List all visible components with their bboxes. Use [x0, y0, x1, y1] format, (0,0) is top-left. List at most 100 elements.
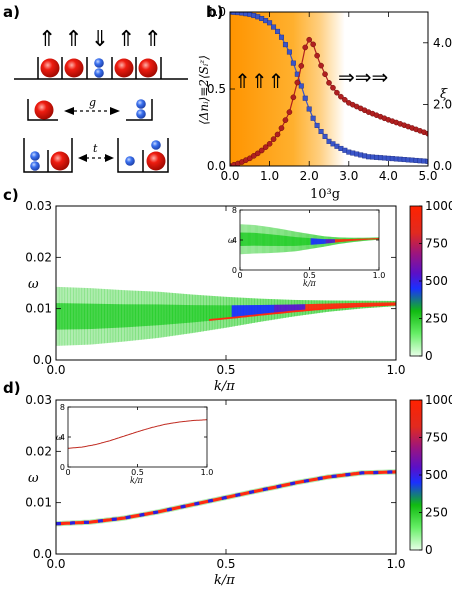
- spectral-core: [367, 302, 372, 306]
- colorbar-d: 0 250 500 750 1000: [409, 393, 452, 557]
- spectral-core: [109, 304, 114, 329]
- spectral-core: [95, 303, 100, 329]
- data-point-red: [278, 125, 285, 131]
- inset-spectral-core: [292, 236, 294, 246]
- inset-spectral-core: [264, 233, 267, 246]
- inset-spectral-core: [251, 232, 254, 246]
- inset-spectral-core: [316, 238, 319, 245]
- spectral-core: [231, 305, 236, 319]
- inset-spectral-core: [297, 237, 300, 246]
- spectral-core: [101, 303, 105, 329]
- inset-spectral-core: [356, 238, 359, 241]
- spectral-core: [260, 304, 264, 316]
- plot-d-axes: 0.0 0.5 1.0 0.0 0.01 0.02 0.03: [25, 393, 405, 571]
- spectral-core: [268, 304, 272, 315]
- inset-spectral-core: [259, 233, 262, 246]
- colorbar-tick-label: 500: [425, 468, 448, 482]
- inset-spectral-core: [347, 239, 350, 242]
- spectral-core: [70, 303, 74, 330]
- spectral-core: [172, 304, 176, 324]
- data-point-blue: [282, 42, 288, 48]
- y-tick-label: 1.0: [207, 5, 226, 19]
- x-tick-label: 5.0: [418, 169, 437, 183]
- data-point-red: [330, 84, 336, 91]
- inset-spectral-core: [308, 238, 311, 245]
- planar-arrows: ⇒⇒⇒: [338, 65, 388, 89]
- inset-spectral-core: [249, 232, 252, 246]
- inset-spectral-core: [288, 236, 291, 246]
- data-point-red: [270, 136, 277, 142]
- x-tick-label: 0.0: [220, 169, 239, 183]
- inset-spectral-core: [352, 238, 355, 241]
- site-particle: [50, 151, 70, 171]
- plot-c-axes: 0.0 0.5 1.0 0.0 0.01 0.02 0.03: [25, 199, 405, 377]
- dispersion-line-dash: [56, 470, 396, 526]
- inset-spectral-core: [289, 236, 292, 246]
- colorbar-tick-label: 0: [425, 543, 433, 557]
- data-point-red: [286, 109, 293, 115]
- spectral-core: [132, 304, 136, 327]
- inset-spectral-core: [284, 235, 286, 246]
- inset-spectral-core: [262, 233, 264, 246]
- inset-spectral-core: [274, 234, 277, 246]
- spectral-core: [183, 304, 187, 324]
- site-particle: [30, 151, 40, 161]
- data-point-red: [254, 150, 261, 157]
- inset-spectral-core: [279, 235, 282, 246]
- plot-b-xlabel: 10³g: [310, 187, 340, 202]
- inset-spectral-core: [260, 233, 263, 246]
- colorbar-tick-label: 250: [425, 506, 448, 520]
- spectral-core: [279, 304, 284, 314]
- inset-spectral-core: [322, 239, 324, 244]
- site-particle: [94, 58, 104, 68]
- spectral-core: [384, 302, 389, 306]
- spectral-core: [158, 304, 162, 326]
- inset-spectral-core: [263, 233, 265, 246]
- spectral-core: [288, 304, 292, 313]
- inset-spectral-core: [348, 239, 351, 242]
- spectral-core: [67, 303, 71, 330]
- x-tick-label: 3.0: [339, 169, 358, 183]
- inset-spectral-core: [350, 238, 352, 242]
- inset-spectral-core: [317, 238, 320, 245]
- colorbar-tick-label: 750: [425, 431, 448, 445]
- spectral-core: [155, 304, 159, 326]
- spectral-core: [234, 305, 238, 319]
- data-point-red: [310, 41, 316, 48]
- spectral-core: [56, 303, 60, 330]
- spectral-core: [257, 305, 261, 316]
- inset-spectral-core: [246, 232, 249, 246]
- inset-spectral-core: [266, 234, 269, 246]
- y-tick-label: 0.01: [25, 496, 52, 510]
- spectral-core: [189, 305, 193, 323]
- inset-spectral-core: [367, 238, 370, 240]
- spectral-core: [359, 302, 363, 307]
- inset-spectral-core: [325, 239, 328, 244]
- x-tick-label: 0.5: [216, 557, 235, 571]
- inset-spectral-core: [334, 239, 337, 243]
- spectral-core: [328, 303, 332, 309]
- spectral-core: [282, 304, 287, 313]
- spectral-core: [81, 303, 85, 330]
- inset-spectral-core: [339, 239, 342, 243]
- spectral-core: [243, 305, 247, 318]
- inset-spectral-core: [255, 232, 257, 246]
- y-tick-label: 0: [60, 463, 65, 472]
- panel-d: d) 0.0 0.5 1.0 0.0 0.01 0.02 0.03 k/π ω 0 0.5 1.…: [3, 379, 452, 588]
- spectral-core: [186, 305, 190, 323]
- inset-spectral-core: [303, 237, 306, 246]
- inset-spectral-core: [329, 239, 331, 244]
- spectral-core: [362, 302, 366, 307]
- spectral-core: [299, 304, 304, 312]
- spectral-core: [302, 304, 306, 311]
- t-process: t: [23, 138, 169, 173]
- spectral-core: [325, 303, 329, 309]
- site-particle: [34, 100, 54, 120]
- inset-spectral-core: [242, 232, 245, 246]
- spectral-core: [345, 303, 349, 308]
- spectral-core: [248, 305, 253, 317]
- spectral-core: [115, 304, 119, 328]
- x-tick-label: 0.5: [131, 468, 144, 477]
- inset-spectral-core: [376, 238, 379, 240]
- x-tick-label: 0: [237, 271, 242, 280]
